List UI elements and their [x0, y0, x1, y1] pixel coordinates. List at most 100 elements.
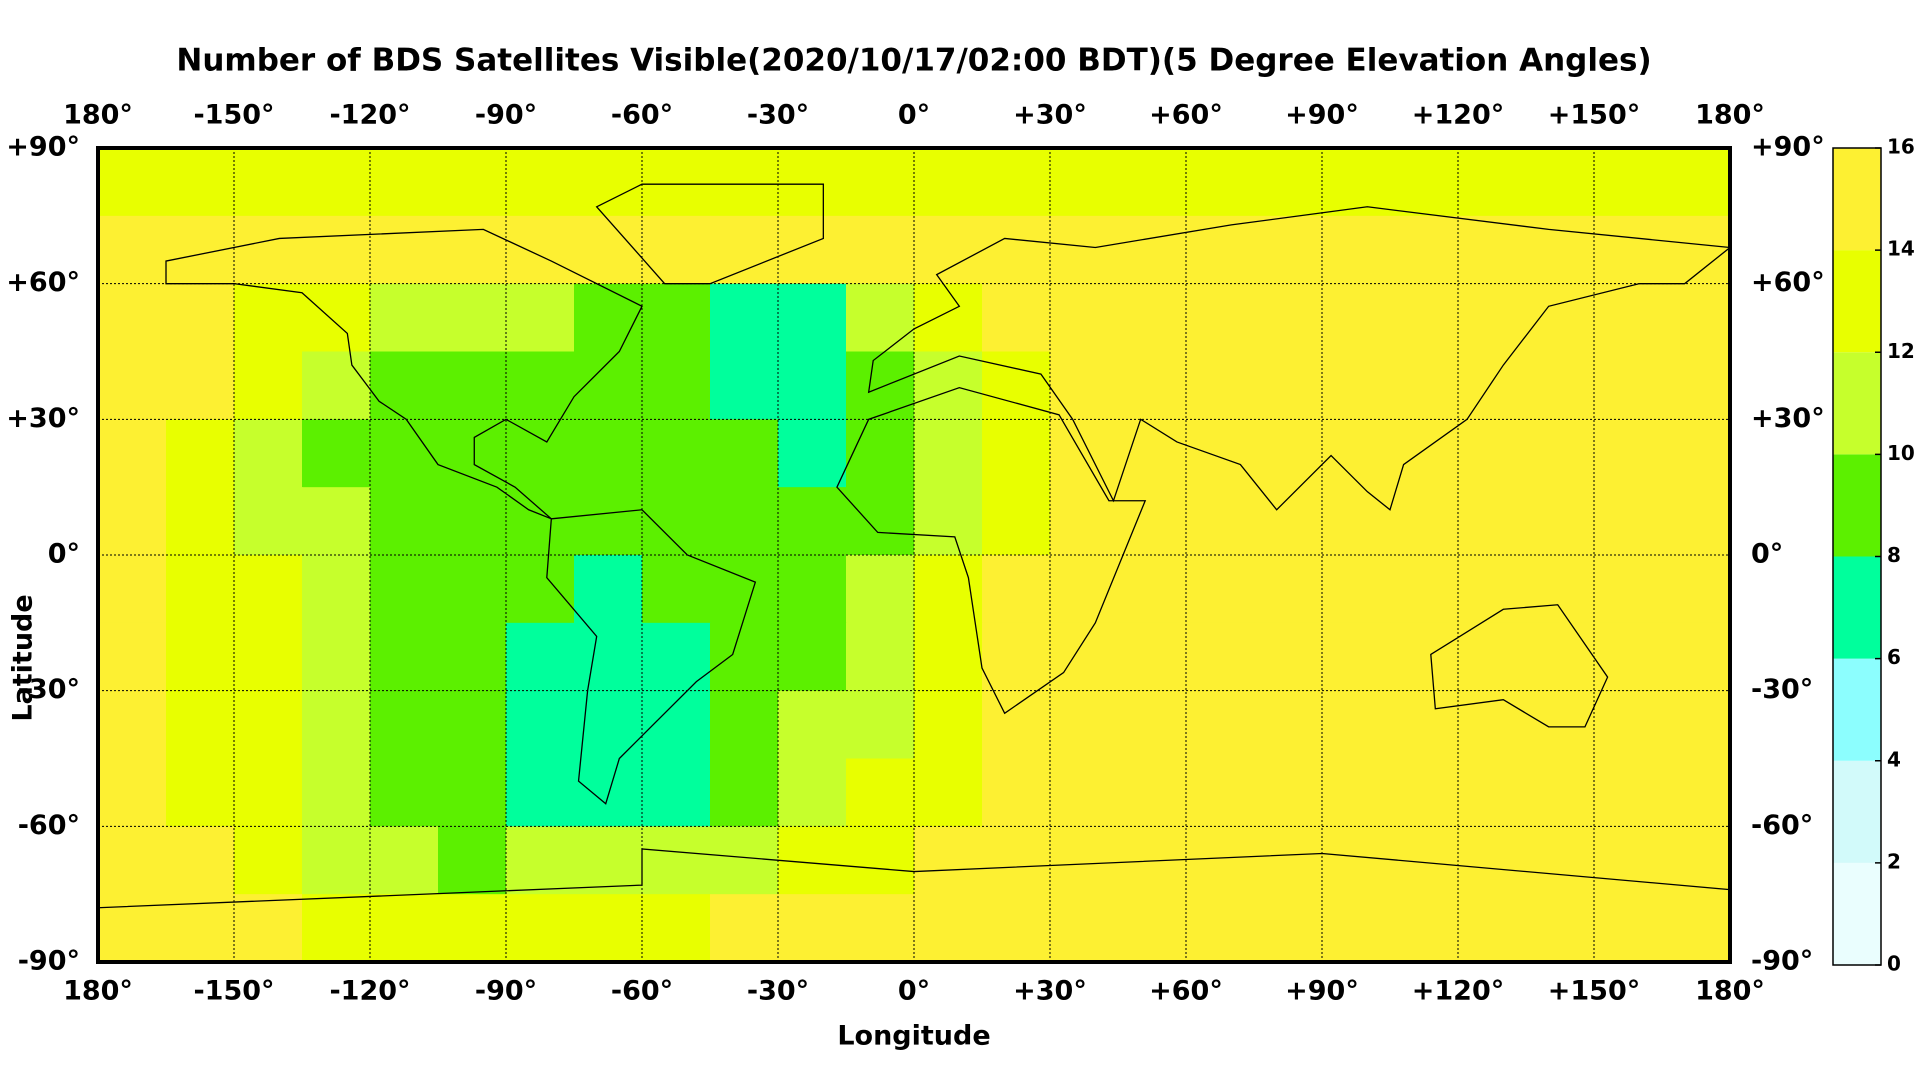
heat-cell — [914, 487, 983, 556]
heat-cell — [1458, 419, 1527, 488]
heat-cell — [1322, 148, 1391, 217]
x-axis-label: Longitude — [837, 1021, 990, 1052]
heat-cell — [914, 758, 983, 827]
heat-cell — [982, 555, 1051, 624]
x-tick-label-top: -60° — [611, 100, 673, 131]
heat-cell — [778, 351, 847, 420]
heat-cell — [506, 758, 575, 827]
heat-cell — [234, 826, 303, 895]
heat-cell — [438, 283, 507, 353]
heat-cell — [234, 148, 303, 217]
heat-cell — [1526, 758, 1595, 827]
heat-cell — [234, 555, 303, 624]
heat-cell — [370, 215, 439, 285]
heat-cell — [710, 487, 779, 556]
heat-cell — [302, 283, 371, 353]
heat-cell — [1390, 351, 1459, 420]
heat-cell — [234, 419, 303, 488]
x-tick-label-top: 180° — [63, 100, 133, 131]
heat-cell — [1662, 487, 1730, 556]
heat-cell — [1390, 215, 1459, 285]
heat-cell — [574, 622, 643, 692]
x-tick-label-top: +60° — [1149, 100, 1223, 131]
heat-cell — [574, 419, 643, 488]
heat-cell — [98, 419, 167, 488]
heat-cell — [1526, 622, 1595, 692]
heat-cell — [642, 215, 711, 285]
heat-cell — [98, 555, 167, 624]
greenland — [597, 184, 824, 283]
heat-cell — [438, 555, 507, 624]
heat-cell — [1050, 690, 1119, 760]
heat-cell — [1526, 690, 1595, 760]
heat-cell — [506, 419, 575, 488]
heat-cell — [234, 351, 303, 420]
x-tick-label: +150° — [1548, 976, 1640, 1007]
heat-cell — [98, 894, 167, 962]
heat-cell — [1186, 351, 1255, 420]
heat-cell — [302, 351, 371, 420]
heat-cell — [438, 622, 507, 692]
north-america — [166, 229, 642, 518]
heat-cell — [1390, 690, 1459, 760]
heat-cell — [914, 283, 983, 353]
heat-cell — [1050, 283, 1119, 353]
heat-cell — [1254, 351, 1323, 420]
heat-cell — [1186, 487, 1255, 556]
heat-cell — [1254, 555, 1323, 624]
heat-cell — [1390, 622, 1459, 692]
heat-cell — [1594, 419, 1663, 488]
heat-cell — [98, 622, 167, 692]
colorbar-segment — [1833, 250, 1881, 353]
heat-cell — [914, 826, 983, 895]
heat-cell — [1322, 622, 1391, 692]
x-tick-label: -150° — [193, 976, 274, 1007]
heat-cell — [1322, 894, 1391, 962]
heat-cell — [1050, 419, 1119, 488]
heat-cell — [1458, 283, 1527, 353]
heat-cell — [1526, 894, 1595, 962]
heat-cell — [1594, 758, 1663, 827]
heat-cell — [234, 690, 303, 760]
heat-cell — [302, 148, 371, 217]
heat-cell — [1118, 283, 1187, 353]
heat-cell — [1594, 283, 1663, 353]
heat-cell — [1322, 215, 1391, 285]
heat-cell — [1186, 283, 1255, 353]
heat-cell — [98, 487, 167, 556]
heat-cell — [710, 894, 779, 962]
heat-cell — [506, 555, 575, 624]
x-tick-label-top: +150° — [1548, 100, 1640, 131]
y-tick-label: -60° — [18, 810, 80, 841]
heat-cell — [1390, 555, 1459, 624]
heat-cell — [506, 826, 575, 895]
heat-cell — [1186, 555, 1255, 624]
heat-cell — [1458, 148, 1527, 217]
heat-cell — [1050, 215, 1119, 285]
x-tick-label: +120° — [1412, 976, 1504, 1007]
heat-cell — [302, 826, 371, 895]
heat-cell — [1322, 690, 1391, 760]
heat-cell — [1390, 283, 1459, 353]
heat-cell — [370, 622, 439, 692]
heat-cell — [234, 622, 303, 692]
y-tick-label: -30° — [18, 674, 80, 705]
colorbar-tick-label: 10 — [1887, 441, 1915, 465]
heat-cell — [1254, 690, 1323, 760]
heat-cell — [370, 758, 439, 827]
heat-cell — [370, 351, 439, 420]
heat-cell — [1186, 419, 1255, 488]
colorbar-segment — [1833, 556, 1881, 659]
heat-cell — [1662, 351, 1730, 420]
heat-cell — [98, 826, 167, 895]
heat-cell — [846, 419, 915, 488]
heat-cell — [982, 690, 1051, 760]
chart-title: Number of BDS Satellites Visible(2020/10… — [176, 43, 1651, 79]
heat-cell — [778, 555, 847, 624]
antarctica — [98, 849, 1730, 971]
plot-frame — [96, 146, 1732, 964]
heat-cell — [710, 215, 779, 285]
heat-cell — [1458, 555, 1527, 624]
heat-cell — [1390, 894, 1459, 962]
heat-cell — [370, 826, 439, 895]
